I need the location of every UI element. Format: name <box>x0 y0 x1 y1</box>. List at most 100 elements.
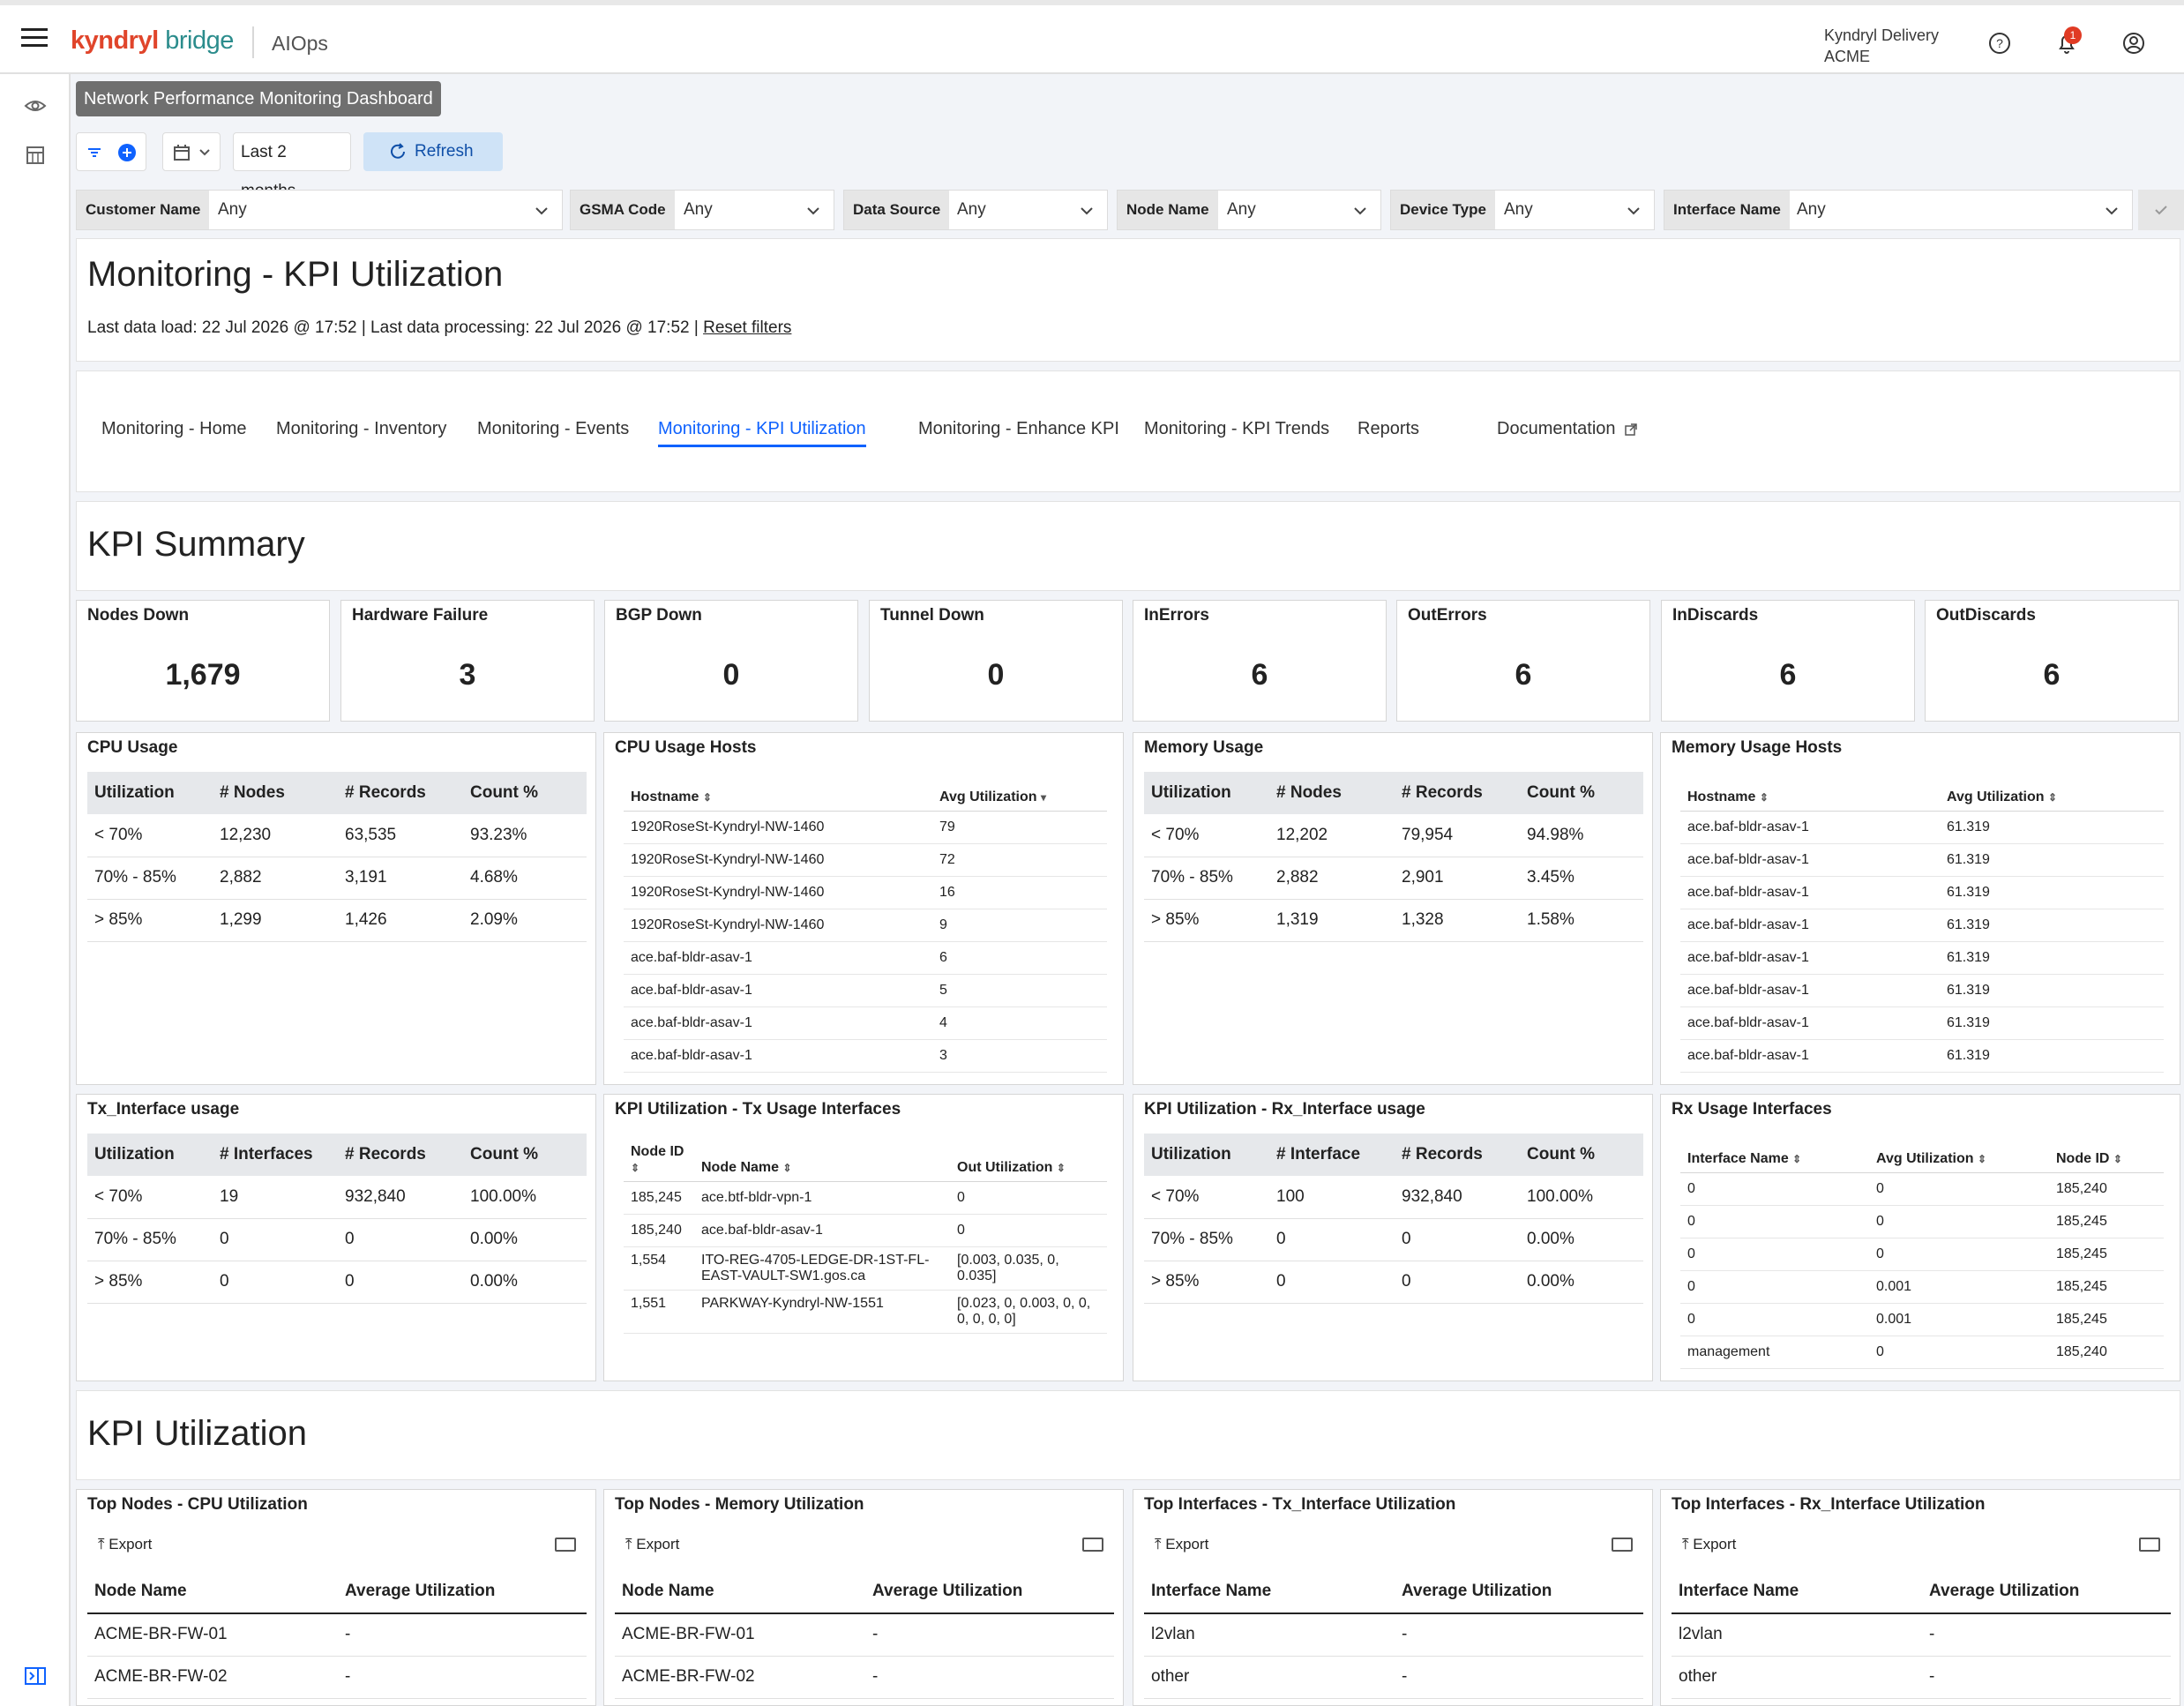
tile-out-errors[interactable]: OutErrors 6 <box>1396 600 1650 722</box>
column-header[interactable]: Utilization <box>1144 1134 1269 1176</box>
column-header[interactable]: # Interfaces <box>213 1134 338 1176</box>
column-header-avg-utilization[interactable]: Avg Utilization ⇕ <box>1940 777 2164 812</box>
keyboard-icon[interactable] <box>2139 1538 2160 1552</box>
filter-customer-name[interactable]: Customer Name Any <box>76 190 563 230</box>
table-row[interactable]: ACME-BR-FW-02- <box>615 1656 1114 1699</box>
tile-bgp-down[interactable]: BGP Down 0 <box>604 600 858 722</box>
column-header-hostname[interactable]: Hostname ⇕ <box>624 777 932 812</box>
filter-icon[interactable] <box>86 144 103 161</box>
tab-monitoring-inventory[interactable]: Monitoring - Inventory <box>276 419 447 438</box>
table-row[interactable]: ace.baf-bldr-asav-1 5 <box>624 974 1107 1007</box>
tile-hardware-failure[interactable]: Hardware Failure 3 <box>340 600 595 722</box>
table-row[interactable]: 0 0 185,240 <box>1680 1172 2164 1206</box>
help-icon[interactable]: ? <box>1986 30 2013 56</box>
table-row[interactable]: 1,554 ITO-REG-4705-LEDGE-DR-1ST-FL-EAST-V… <box>624 1246 1107 1291</box>
table-row[interactable]: 1,551 PARKWAY-Kyndryl-NW-1551 [0.023, 0, 0… <box>624 1290 1107 1334</box>
column-header[interactable]: Utilization <box>87 772 213 814</box>
table-row[interactable]: 0 0.001 185,245 <box>1680 1270 2164 1304</box>
table-row[interactable]: l2vlan - <box>1672 1613 2171 1657</box>
tab-monitoring-kpi-utilization[interactable]: Monitoring - KPI Utilization <box>658 419 866 447</box>
export-button[interactable]: ⤒ Export <box>1155 1536 1208 1553</box>
apply-filters-button[interactable] <box>2138 190 2184 230</box>
table-row[interactable]: ace.baf-bldr-asav-1 61.319 <box>1680 876 2164 909</box>
column-header-node-name[interactable]: Node Name ⇕ <box>694 1144 950 1182</box>
column-header-node-id[interactable]: Node ID ⇕ <box>2049 1139 2164 1173</box>
refresh-button[interactable]: Refresh <box>363 132 503 171</box>
keyboard-icon[interactable] <box>555 1538 576 1552</box>
tile-in-discards[interactable]: InDiscards 6 <box>1661 600 1915 722</box>
column-header-node-id[interactable]: Node ID ⇕ <box>624 1144 694 1182</box>
table-row[interactable]: 0 0 185,245 <box>1680 1238 2164 1271</box>
table-row[interactable]: 0 0.001 185,245 <box>1680 1303 2164 1336</box>
column-header-interface-name[interactable]: Interface Name ⇕ <box>1680 1139 1869 1173</box>
tile-out-discards[interactable]: OutDiscards 6 <box>1925 600 2179 722</box>
tab-documentation[interactable]: Documentation <box>1497 419 1638 439</box>
table-row[interactable]: ace.baf-bldr-asav-1 61.319 <box>1680 941 2164 975</box>
column-header[interactable]: Node Name <box>87 1569 338 1614</box>
table-row[interactable]: other - <box>1672 1656 2171 1699</box>
table-row[interactable]: ACME-BR-FW-02- <box>87 1656 587 1699</box>
expand-panel-icon[interactable] <box>23 1664 48 1688</box>
table-row[interactable]: ace.baf-bldr-asav-1 61.319 <box>1680 811 2164 844</box>
filter-node-name[interactable]: Node Name Any <box>1117 190 1381 230</box>
table-row[interactable]: ace.baf-bldr-asav-1 61.319 <box>1680 909 2164 942</box>
column-header[interactable]: Average Utilization <box>338 1569 587 1614</box>
date-range-label[interactable]: Last 2 months <box>233 132 351 200</box>
add-filter-icon[interactable] <box>117 143 137 162</box>
column-header[interactable]: Average Utilization <box>865 1569 1114 1614</box>
calendar-grid-icon[interactable] <box>23 143 48 168</box>
table-row[interactable]: ACME-BR-FW-01- <box>615 1613 1114 1657</box>
export-button[interactable]: ⤒ Export <box>98 1536 152 1553</box>
table-row[interactable]: ACME-BR-FW-01- <box>87 1613 587 1657</box>
tab-reports[interactable]: Reports <box>1358 419 1420 438</box>
export-button[interactable]: ⤒ Export <box>625 1536 679 1553</box>
column-header[interactable]: # Records <box>338 772 463 814</box>
tile-tunnel-down[interactable]: Tunnel Down 0 <box>869 600 1123 722</box>
keyboard-icon[interactable] <box>1082 1538 1103 1552</box>
tab-monitoring-kpi-trends[interactable]: Monitoring - KPI Trends <box>1144 419 1330 438</box>
tab-monitoring-events[interactable]: Monitoring - Events <box>477 419 630 438</box>
menu-icon[interactable] <box>21 28 48 55</box>
column-header[interactable]: Count % <box>1520 1134 1643 1176</box>
column-header[interactable]: Interface Name <box>1144 1569 1395 1614</box>
user-avatar-icon[interactable] <box>2120 30 2147 56</box>
table-row[interactable]: ace.baf-bldr-asav-1 61.319 <box>1680 843 2164 877</box>
column-header[interactable]: # Nodes <box>1269 772 1395 814</box>
column-header[interactable]: Average Utilization <box>1395 1569 1643 1614</box>
account-switcher[interactable]: Kyndryl Delivery ACME <box>1824 25 1939 67</box>
column-header[interactable]: Interface Name <box>1672 1569 1922 1614</box>
table-row[interactable]: 1920RoseSt-Kyndryl-NW-1460 72 <box>624 843 1107 877</box>
column-header[interactable]: Count % <box>463 772 587 814</box>
reset-filters-link[interactable]: Reset filters <box>703 318 792 337</box>
tile-nodes-down[interactable]: Nodes Down 1,679 <box>76 600 330 722</box>
tile-in-errors[interactable]: InErrors 6 <box>1133 600 1387 722</box>
column-header[interactable]: Count % <box>463 1134 587 1176</box>
kyndryl-bridge-logo[interactable]: kyndryl bridge <box>71 26 234 55</box>
column-header[interactable]: # Nodes <box>213 772 338 814</box>
table-row[interactable]: 185,240 ace.baf-bldr-asav-1 0 <box>624 1214 1107 1247</box>
table-row[interactable]: ace.baf-bldr-asav-1 6 <box>624 941 1107 975</box>
table-row[interactable]: ace.baf-bldr-asav-1 61.319 <box>1680 1039 2164 1073</box>
column-header[interactable]: # Records <box>1395 1134 1520 1176</box>
export-button[interactable]: ⤒ Export <box>1682 1536 1736 1553</box>
tab-monitoring-home[interactable]: Monitoring - Home <box>101 419 247 438</box>
filter-data-source[interactable]: Data Source Any <box>843 190 1108 230</box>
column-header[interactable]: # Interface <box>1269 1134 1395 1176</box>
column-header-hostname[interactable]: Hostname ⇕ <box>1680 777 1940 812</box>
table-row[interactable]: 1920RoseSt-Kyndryl-NW-1460 16 <box>624 876 1107 909</box>
column-header[interactable]: Average Utilization <box>1922 1569 2171 1614</box>
filter-interface-name[interactable]: Interface Name Any <box>1664 190 2133 230</box>
column-header-avg-utilization[interactable]: Avg Utilization ⇕ <box>1869 1139 2049 1173</box>
column-header[interactable]: Node Name <box>615 1569 865 1614</box>
table-row[interactable]: ace.baf-bldr-asav-1 3 <box>624 1039 1107 1073</box>
table-row[interactable]: 0 0 185,245 <box>1680 1205 2164 1238</box>
table-row[interactable]: ace.baf-bldr-asav-1 61.319 <box>1680 974 2164 1007</box>
tab-monitoring-enhance-kpi[interactable]: Monitoring - Enhance KPI <box>918 419 1119 438</box>
column-header-avg-utilization[interactable]: Avg Utilization ▾ <box>932 777 1107 812</box>
table-row[interactable]: ace.baf-bldr-asav-1 61.319 <box>1680 1006 2164 1040</box>
column-header[interactable]: # Records <box>1395 772 1520 814</box>
table-row[interactable]: 1920RoseSt-Kyndryl-NW-1460 79 <box>624 811 1107 844</box>
column-header[interactable]: # Records <box>338 1134 463 1176</box>
table-row[interactable]: 1920RoseSt-Kyndryl-NW-1460 9 <box>624 909 1107 942</box>
column-header[interactable]: Utilization <box>87 1134 213 1176</box>
